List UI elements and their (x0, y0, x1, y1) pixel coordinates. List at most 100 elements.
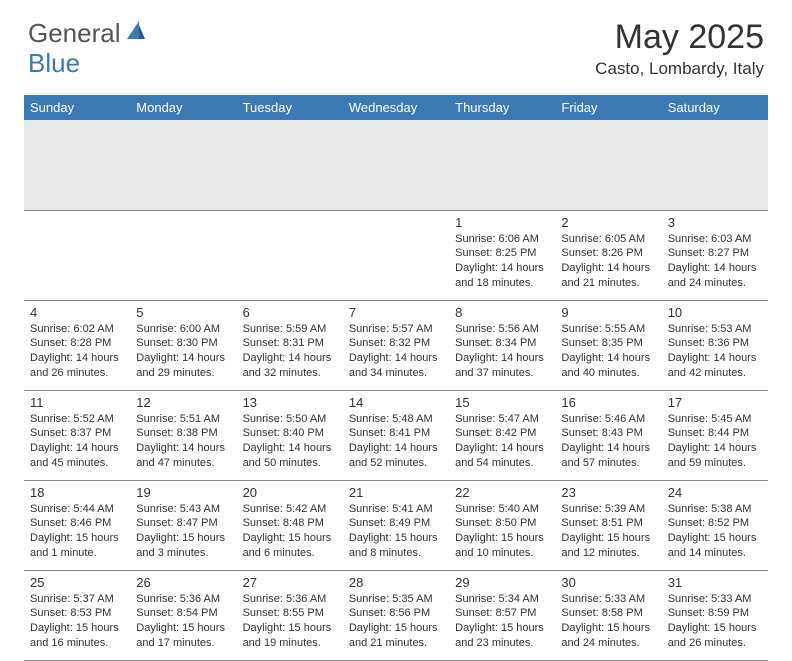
calendar-table: SundayMondayTuesdayWednesdayThursdayFrid… (24, 95, 768, 661)
calendar-day-cell: 8 Sunrise: 5:56 AMSunset: 8:34 PMDaylight… (449, 300, 555, 390)
calendar-day-cell (343, 210, 449, 300)
day-info: Sunrise: 5:33 AMSunset: 8:59 PMDaylight:… (668, 592, 762, 651)
day-number: 25 (30, 575, 124, 590)
day-info: Sunrise: 5:53 AMSunset: 8:36 PMDaylight:… (668, 322, 762, 381)
day-number: 26 (136, 575, 230, 590)
day-info: Sunrise: 6:00 AMSunset: 8:30 PMDaylight:… (136, 322, 230, 381)
day-info: Sunrise: 5:34 AMSunset: 8:57 PMDaylight:… (455, 592, 549, 651)
day-number: 30 (561, 575, 655, 590)
day-number: 11 (30, 395, 124, 410)
calendar-head: SundayMondayTuesdayWednesdayThursdayFrid… (24, 95, 768, 120)
spacer-row (24, 120, 768, 210)
day-number: 7 (349, 305, 443, 320)
day-number: 31 (668, 575, 762, 590)
day-number: 22 (455, 485, 549, 500)
day-info: Sunrise: 5:50 AMSunset: 8:40 PMDaylight:… (243, 412, 337, 471)
calendar-day-cell: 31 Sunrise: 5:33 AMSunset: 8:59 PMDayligh… (662, 570, 768, 660)
calendar-day-cell: 13Sunrise: 5:50 AMSunset: 8:40 PMDayligh… (237, 390, 343, 480)
calendar-day-cell: 15Sunrise: 5:47 AMSunset: 8:42 PMDayligh… (449, 390, 555, 480)
day-info: Sunrise: 5:36 AMSunset: 8:55 PMDaylight:… (243, 592, 337, 651)
day-number: 6 (243, 305, 337, 320)
calendar-day-cell: 19 Sunrise: 5:43 AMSunset: 8:47 PMDayligh… (130, 480, 236, 570)
logo-blue-row: Blue (28, 48, 80, 79)
calendar-day-cell: 23 Sunrise: 5:39 AMSunset: 8:51 PMDayligh… (555, 480, 661, 570)
weekday-header: Sunday (24, 95, 130, 120)
day-number: 17 (668, 395, 762, 410)
day-info: Sunrise: 5:48 AMSunset: 8:41 PMDaylight:… (349, 412, 443, 471)
calendar-week-row: 4 Sunrise: 6:02 AMSunset: 8:28 PMDaylight… (24, 300, 768, 390)
weekday-header: Wednesday (343, 95, 449, 120)
calendar-day-cell: 9Sunrise: 5:55 AMSunset: 8:35 PMDaylight… (555, 300, 661, 390)
day-number: 10 (668, 305, 762, 320)
calendar-day-cell: 18 Sunrise: 5:44 AMSunset: 8:46 PMDayligh… (24, 480, 130, 570)
calendar-week-row: 25Sunrise: 5:37 AMSunset: 8:53 PMDayligh… (24, 570, 768, 660)
calendar-day-cell: 3 Sunrise: 6:03 AMSunset: 8:27 PMDaylight… (662, 210, 768, 300)
day-info: Sunrise: 5:45 AMSunset: 8:44 PMDaylight:… (668, 412, 762, 471)
day-number: 1 (455, 215, 549, 230)
day-number: 28 (349, 575, 443, 590)
day-info: Sunrise: 5:39 AMSunset: 8:51 PMDaylight:… (561, 502, 655, 561)
day-info: Sunrise: 6:02 AMSunset: 8:28 PMDaylight:… (30, 322, 124, 381)
calendar-day-cell: 1 Sunrise: 6:06 AMSunset: 8:25 PMDaylight… (449, 210, 555, 300)
calendar-day-cell (237, 210, 343, 300)
calendar-body: 1 Sunrise: 6:06 AMSunset: 8:25 PMDaylight… (24, 120, 768, 660)
day-info: Sunrise: 5:41 AMSunset: 8:49 PMDaylight:… (349, 502, 443, 561)
weekday-header: Monday (130, 95, 236, 120)
day-info: Sunrise: 5:42 AMSunset: 8:48 PMDaylight:… (243, 502, 337, 561)
weekday-header: Saturday (662, 95, 768, 120)
logo: General (28, 18, 147, 49)
weekday-header: Tuesday (237, 95, 343, 120)
calendar-week-row: 1 Sunrise: 6:06 AMSunset: 8:25 PMDaylight… (24, 210, 768, 300)
logo-text-general: General (28, 18, 121, 49)
day-number: 8 (455, 305, 549, 320)
day-number: 12 (136, 395, 230, 410)
calendar-day-cell: 27Sunrise: 5:36 AMSunset: 8:55 PMDayligh… (237, 570, 343, 660)
day-info: Sunrise: 5:35 AMSunset: 8:56 PMDaylight:… (349, 592, 443, 651)
calendar-day-cell: 10 Sunrise: 5:53 AMSunset: 8:36 PMDayligh… (662, 300, 768, 390)
calendar-day-cell: 5 Sunrise: 6:00 AMSunset: 8:30 PMDaylight… (130, 300, 236, 390)
calendar-day-cell: 7 Sunrise: 5:57 AMSunset: 8:32 PMDaylight… (343, 300, 449, 390)
day-number: 29 (455, 575, 549, 590)
calendar-day-cell: 26 Sunrise: 5:36 AMSunset: 8:54 PMDayligh… (130, 570, 236, 660)
day-info: Sunrise: 6:06 AMSunset: 8:25 PMDaylight:… (455, 232, 549, 291)
day-number: 3 (668, 215, 762, 230)
day-number: 23 (561, 485, 655, 500)
day-number: 5 (136, 305, 230, 320)
calendar-day-cell: 11 Sunrise: 5:52 AMSunset: 8:37 PMDayligh… (24, 390, 130, 480)
day-number: 19 (136, 485, 230, 500)
calendar-day-cell: 12 Sunrise: 5:51 AMSunset: 8:38 PMDayligh… (130, 390, 236, 480)
day-info: Sunrise: 5:57 AMSunset: 8:32 PMDaylight:… (349, 322, 443, 381)
calendar-day-cell: 17 Sunrise: 5:45 AMSunset: 8:44 PMDayligh… (662, 390, 768, 480)
day-number: 20 (243, 485, 337, 500)
day-number: 18 (30, 485, 124, 500)
calendar-day-cell: 14 Sunrise: 5:48 AMSunset: 8:41 PMDayligh… (343, 390, 449, 480)
day-info: Sunrise: 5:52 AMSunset: 8:37 PMDaylight:… (30, 412, 124, 471)
calendar-day-cell: 24Sunrise: 5:38 AMSunset: 8:52 PMDayligh… (662, 480, 768, 570)
calendar-day-cell: 20 Sunrise: 5:42 AMSunset: 8:48 PMDayligh… (237, 480, 343, 570)
day-info: Sunrise: 6:05 AMSunset: 8:26 PMDaylight:… (561, 232, 655, 291)
day-info: Sunrise: 5:44 AMSunset: 8:46 PMDaylight:… (30, 502, 124, 561)
weekday-header: Thursday (449, 95, 555, 120)
day-number: 4 (30, 305, 124, 320)
calendar-day-cell: 28 Sunrise: 5:35 AMSunset: 8:56 PMDayligh… (343, 570, 449, 660)
weekday-header-row: SundayMondayTuesdayWednesdayThursdayFrid… (24, 95, 768, 120)
day-info: Sunrise: 5:36 AMSunset: 8:54 PMDaylight:… (136, 592, 230, 651)
calendar-day-cell: 22Sunrise: 5:40 AMSunset: 8:50 PMDayligh… (449, 480, 555, 570)
day-info: Sunrise: 5:56 AMSunset: 8:34 PMDaylight:… (455, 322, 549, 381)
weekday-header: Friday (555, 95, 661, 120)
day-number: 14 (349, 395, 443, 410)
day-info: Sunrise: 5:38 AMSunset: 8:52 PMDaylight:… (668, 502, 762, 561)
day-info: Sunrise: 5:59 AMSunset: 8:31 PMDaylight:… (243, 322, 337, 381)
day-number: 16 (561, 395, 655, 410)
day-info: Sunrise: 5:51 AMSunset: 8:38 PMDaylight:… (136, 412, 230, 471)
day-info: Sunrise: 5:43 AMSunset: 8:47 PMDaylight:… (136, 502, 230, 561)
day-info: Sunrise: 5:55 AMSunset: 8:35 PMDaylight:… (561, 322, 655, 381)
day-info: Sunrise: 5:46 AMSunset: 8:43 PMDaylight:… (561, 412, 655, 471)
day-info: Sunrise: 6:03 AMSunset: 8:27 PMDaylight:… (668, 232, 762, 291)
calendar-day-cell: 29 Sunrise: 5:34 AMSunset: 8:57 PMDayligh… (449, 570, 555, 660)
day-info: Sunrise: 5:33 AMSunset: 8:58 PMDaylight:… (561, 592, 655, 651)
day-number: 21 (349, 485, 443, 500)
calendar-day-cell: 30 Sunrise: 5:33 AMSunset: 8:58 PMDayligh… (555, 570, 661, 660)
calendar-day-cell: 4 Sunrise: 6:02 AMSunset: 8:28 PMDaylight… (24, 300, 130, 390)
calendar-day-cell (130, 210, 236, 300)
